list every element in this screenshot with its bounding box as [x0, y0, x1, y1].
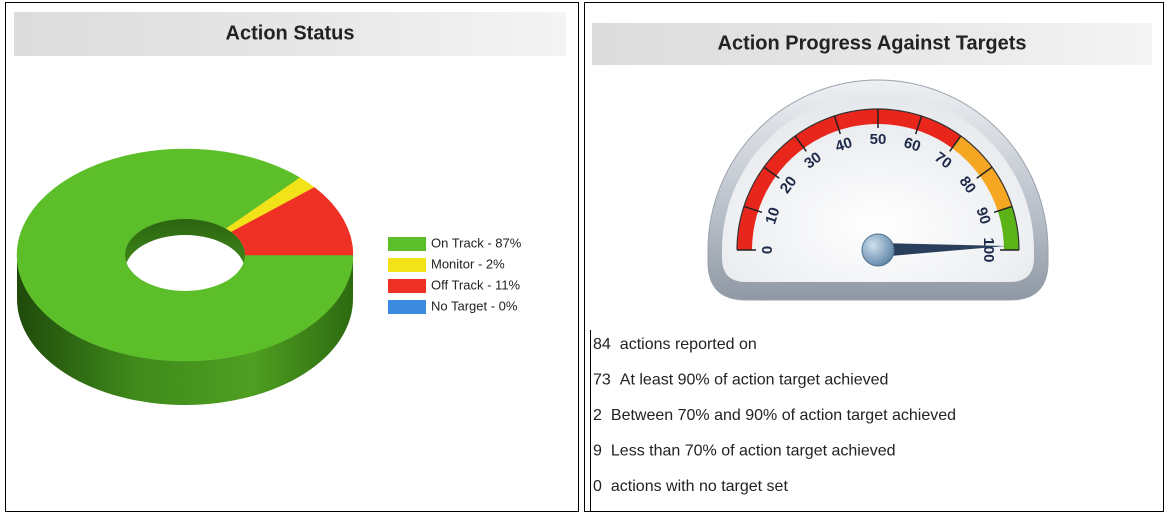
- stat-line: 2 Between 70% and 90% of action target ac…: [593, 407, 956, 424]
- legend-label: Monitor - 2%: [431, 256, 505, 271]
- stat-line: 73 At least 90% of action target achieved: [593, 372, 888, 389]
- stat-text: Less than 70% of action target achieved: [611, 443, 896, 460]
- dashboard: Action Status Action Progress Against Ta…: [0, 0, 1167, 514]
- stats-list: 84 actions reported on 73 At least 90% of a…: [593, 336, 956, 495]
- gauge-pivot: [862, 234, 894, 266]
- stat-text: actions with no target set: [611, 478, 789, 495]
- legend-swatch: [388, 279, 426, 293]
- stat-value: 84: [593, 336, 611, 353]
- stat-value: 9: [593, 443, 602, 460]
- legend-swatch: [388, 300, 426, 314]
- legend-label: On Track - 87%: [431, 235, 522, 250]
- chart-title: Action Progress Against Targets: [718, 32, 1027, 54]
- gauge-tick-label: 50: [870, 131, 887, 148]
- chart-title: Action Status: [226, 22, 355, 44]
- stat-value: 0: [593, 478, 602, 495]
- stat-line: 9 Less than 70% of action target achieved: [593, 443, 896, 460]
- stat-text: At least 90% of action target achieved: [620, 372, 889, 389]
- legend-swatch: [388, 258, 426, 272]
- stat-line: 0 actions with no target set: [593, 478, 788, 495]
- donut-chart: On Track - 87% Monitor - 2% Off Track - 11…: [17, 149, 522, 405]
- stat-line: 84 actions reported on: [593, 336, 757, 353]
- stat-value: 73: [593, 372, 611, 389]
- legend-swatch: [388, 237, 426, 251]
- legend-label: Off Track - 11%: [431, 277, 521, 292]
- legend-label: No Target - 0%: [431, 298, 518, 313]
- gauge-tick-label: 100: [980, 237, 997, 262]
- stat-value: 2: [593, 407, 602, 424]
- gauge-tick-label: 0: [759, 246, 776, 254]
- stat-text: actions reported on: [620, 336, 757, 353]
- stat-text: Between 70% and 90% of action target ach…: [611, 407, 956, 424]
